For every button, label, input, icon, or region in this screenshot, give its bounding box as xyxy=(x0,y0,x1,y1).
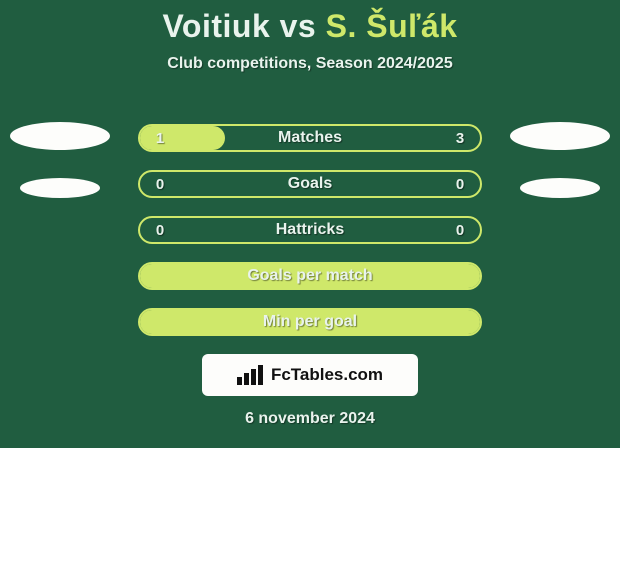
stat-label: Goals xyxy=(180,175,440,193)
bars-icon xyxy=(237,365,265,385)
logo-text: FcTables.com xyxy=(271,365,383,385)
comparison-panel: Voitiuk vs S. Šuľák Club competitions, S… xyxy=(0,0,620,448)
stat-row-goals-per-match: Goals per match xyxy=(138,262,482,290)
date: 6 november 2024 xyxy=(0,410,620,428)
stat-rows: 1Matches30Goals00Hattricks0Goals per mat… xyxy=(138,124,482,354)
stat-value-left: 0 xyxy=(140,176,180,193)
avatar-left-head xyxy=(10,122,110,150)
logo-box: FcTables.com xyxy=(202,354,418,396)
stat-value-right: 0 xyxy=(440,222,480,239)
avatar-left xyxy=(10,122,110,198)
title-player-right: S. Šuľák xyxy=(326,8,458,44)
stat-value-left: 0 xyxy=(140,222,180,239)
stat-label: Goals per match xyxy=(180,267,440,285)
stat-value-left: 1 xyxy=(140,130,180,147)
avatar-right xyxy=(510,122,610,198)
title-vs: vs xyxy=(270,8,325,44)
stat-label: Min per goal xyxy=(180,313,440,331)
avatar-right-body xyxy=(520,178,600,198)
stat-row-goals: 0Goals0 xyxy=(138,170,482,198)
stat-row-hattricks: 0Hattricks0 xyxy=(138,216,482,244)
title-player-left: Voitiuk xyxy=(162,8,270,44)
subtitle: Club competitions, Season 2024/2025 xyxy=(0,55,620,73)
stat-label: Matches xyxy=(180,129,440,147)
stat-value-right: 3 xyxy=(440,130,480,147)
stat-value-right: 0 xyxy=(440,176,480,193)
page-title: Voitiuk vs S. Šuľák xyxy=(0,0,620,45)
avatar-left-body xyxy=(20,178,100,198)
avatar-right-head xyxy=(510,122,610,150)
stat-label: Hattricks xyxy=(180,221,440,239)
stat-row-min-per-goal: Min per goal xyxy=(138,308,482,336)
stat-row-matches: 1Matches3 xyxy=(138,124,482,152)
